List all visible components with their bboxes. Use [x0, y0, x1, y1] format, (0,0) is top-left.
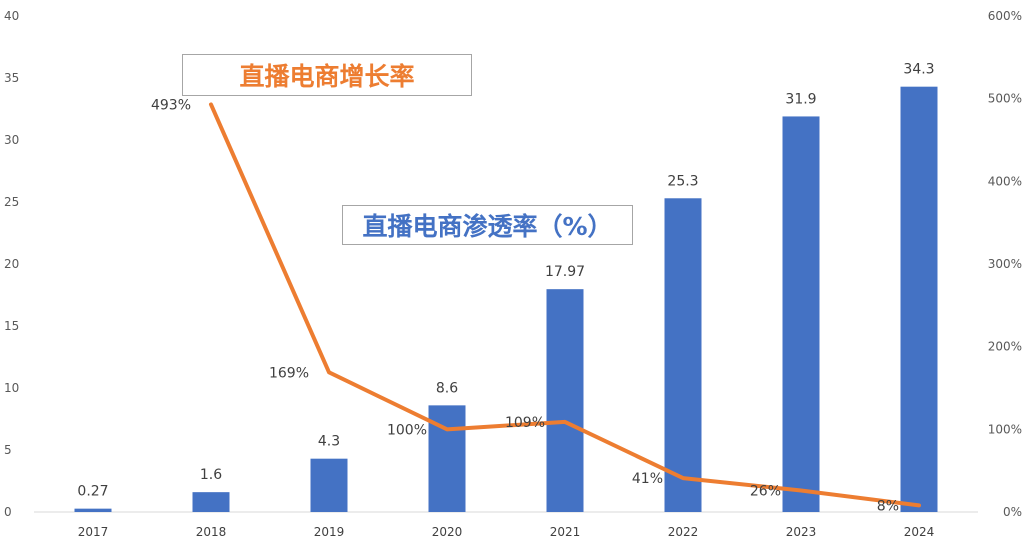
left-axis-tick-label: 15 — [4, 319, 19, 333]
bar-data-label: 31.9 — [785, 91, 816, 107]
left-axis-tick-label: 5 — [4, 443, 12, 457]
bar-data-label: 8.6 — [436, 380, 458, 396]
bar-data-label: 0.27 — [77, 484, 108, 500]
line-data-label: 169% — [269, 365, 309, 381]
left-axis-tick-label: 35 — [4, 71, 19, 85]
bar-2021 — [546, 289, 584, 512]
bar-2023 — [782, 116, 820, 512]
line-series — [209, 102, 921, 508]
x-axis-tick-label: 2019 — [314, 525, 345, 539]
right-axis-tick-label: 0% — [1003, 505, 1022, 519]
x-axis-tick-label: 2018 — [196, 525, 227, 539]
right-axis-tick-label: 400% — [988, 174, 1022, 188]
x-axis-tick-label: 2024 — [904, 525, 935, 539]
line-data-label: 100% — [387, 422, 427, 438]
bar-data-label: 1.6 — [200, 467, 222, 483]
bar-2024 — [900, 86, 938, 513]
legend-bar-series: 直播电商渗透率（%） — [342, 205, 633, 245]
line-data-label: 493% — [151, 97, 191, 113]
bar-2019 — [310, 458, 348, 512]
right-axis: 0% 100% 200% 300% 400% 500% 600% — [988, 9, 1022, 519]
bar-2017 — [74, 508, 112, 512]
left-axis-tick-label: 20 — [4, 257, 19, 271]
left-axis-tick-label: 40 — [4, 9, 19, 23]
bar-data-label: 25.3 — [667, 173, 698, 189]
x-axis-tick-label: 2022 — [668, 525, 699, 539]
x-axis-tick-label: 2021 — [550, 525, 581, 539]
x-axis-tick-label: 2023 — [786, 525, 817, 539]
right-axis-tick-label: 500% — [988, 92, 1022, 106]
left-axis-tick-label: 10 — [4, 381, 19, 395]
legend-line-label: 直播电商增长率 — [239, 62, 415, 91]
x-axis-tick-label: 2020 — [432, 525, 463, 539]
bar-data-label: 4.3 — [318, 434, 340, 450]
growth-rate-line — [209, 102, 921, 508]
line-data-label: 41% — [632, 471, 663, 487]
bar-data-label: 34.3 — [903, 62, 934, 78]
bar-data-labels: 0.27 1.6 4.3 8.6 17.97 25.3 31.9 34.3 — [77, 62, 934, 500]
left-axis-tick-label: 25 — [4, 195, 19, 209]
line-data-labels: 493% 169% 100% 109% 41% 26% 8% — [151, 97, 899, 514]
line-data-label: 8% — [877, 498, 899, 514]
right-axis-tick-label: 200% — [988, 340, 1022, 354]
right-axis-tick-label: 100% — [988, 422, 1022, 436]
left-axis: 0 5 10 15 20 25 30 35 40 — [4, 9, 19, 519]
legend-bar-label: 直播电商渗透率（%） — [362, 212, 613, 241]
left-axis-tick-label: 0 — [4, 505, 12, 519]
line-data-label: 26% — [750, 484, 781, 500]
x-axis-tick-label: 2017 — [78, 525, 109, 539]
bar-2022 — [664, 198, 702, 512]
line-data-label: 109% — [505, 415, 545, 431]
bar-series — [74, 86, 938, 513]
legend-line-series: 直播电商增长率 — [182, 54, 472, 96]
left-axis-tick-label: 30 — [4, 133, 19, 147]
x-axis: 2017 2018 2019 2020 2021 2022 2023 2024 — [78, 525, 935, 539]
right-axis-tick-label: 600% — [988, 9, 1022, 23]
right-axis-tick-label: 300% — [988, 257, 1022, 271]
bar-2018 — [192, 492, 230, 512]
bar-data-label: 17.97 — [545, 264, 585, 280]
